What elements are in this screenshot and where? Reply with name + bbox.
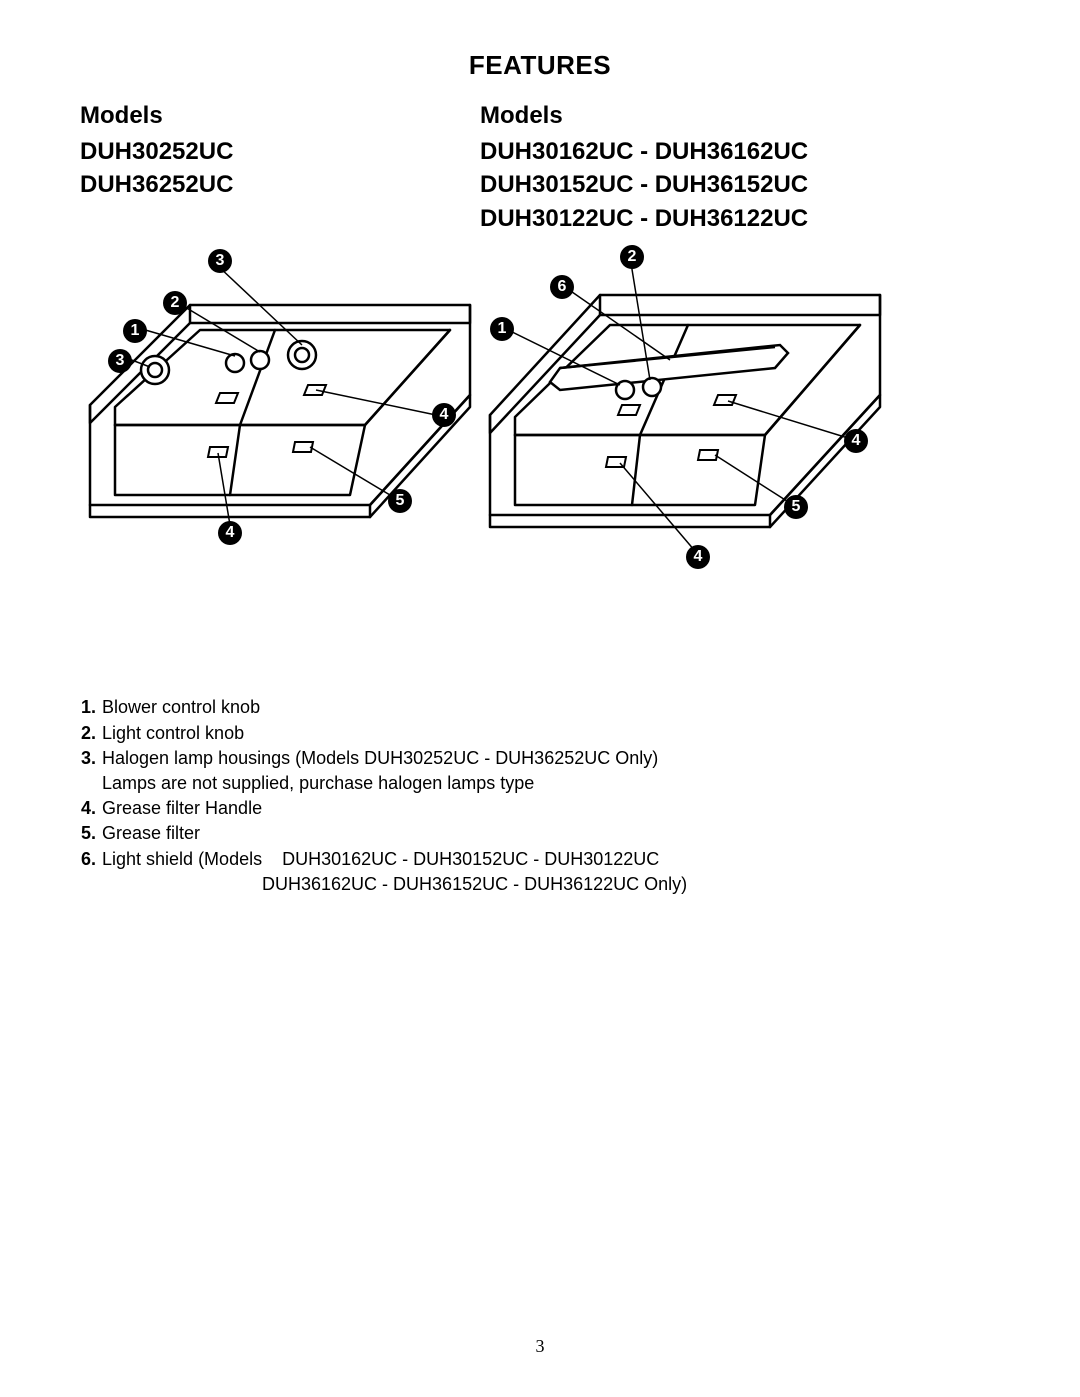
legend-item-cont: Lamps are not supplied, purchase halogen… xyxy=(70,771,1010,796)
models-col-right: Models DUH30162UC - DUH36162UC DUH30152U… xyxy=(480,99,1000,235)
leader-line xyxy=(715,455,790,503)
model-line: DUH30122UC - DUH36122UC xyxy=(480,202,1000,236)
light-knob xyxy=(251,351,269,369)
legend-models-a: DUH30162UC - DUH30152UC - DUH30122UC xyxy=(282,849,659,869)
filter-handle xyxy=(216,393,238,403)
filter-handle xyxy=(618,405,640,415)
hood-rim-top xyxy=(600,295,880,315)
legend-text: Lamps are not supplied, purchase halogen… xyxy=(102,771,1010,796)
filter-bottom xyxy=(115,425,365,495)
models-col-left: Models DUH30252UC DUH36252UC xyxy=(70,99,480,235)
legend-text: Grease filter Handle xyxy=(102,796,1010,821)
filter-split-v xyxy=(240,330,275,425)
hood-outline xyxy=(490,295,880,515)
legend-item: 3. Halogen lamp housings (Models DUH3025… xyxy=(70,746,1010,771)
model-line: DUH30252UC xyxy=(80,135,480,169)
hood-diagram-right xyxy=(470,245,890,585)
diagrams-area: 3 2 1 3 4 5 4 xyxy=(70,245,1010,605)
lamp-inner xyxy=(148,363,162,377)
legend-number: 5. xyxy=(70,821,96,846)
legend-models-b: DUH36162UC - DUH36152UC - DUH36122UC Onl… xyxy=(102,872,1010,897)
model-columns: Models DUH30252UC DUH36252UC Models DUH3… xyxy=(70,99,1010,235)
legend-number: 1. xyxy=(70,695,96,720)
legend-item: 1. Blower control knob xyxy=(70,695,1010,720)
models-heading-left: Models xyxy=(80,99,480,133)
legend-prefix: Light shield (Models xyxy=(102,849,262,869)
legend-item: 5. Grease filter xyxy=(70,821,1010,846)
diagram-left: 3 2 1 3 4 5 4 xyxy=(80,245,480,565)
page-number: 3 xyxy=(0,1336,1080,1357)
legend-item: 6. Light shield (Models DUH30162UC - DUH… xyxy=(70,847,1010,872)
legend-text: Halogen lamp housings (Models DUH30252UC… xyxy=(102,746,1010,771)
legend-number: 2. xyxy=(70,721,96,746)
filter-handle xyxy=(714,395,736,405)
model-line: DUH36252UC xyxy=(80,168,480,202)
hood-bottom-edge xyxy=(90,505,370,517)
lamp-inner xyxy=(295,348,309,362)
legend-item: 4. Grease filter Handle xyxy=(70,796,1010,821)
legend-item: 2. Light control knob xyxy=(70,721,1010,746)
filter-split-v2 xyxy=(230,425,240,495)
leader-line xyxy=(135,327,235,356)
light-knob xyxy=(643,378,661,396)
legend-text: Light shield (Models DUH30162UC - DUH301… xyxy=(102,847,1010,872)
legend-number: 4. xyxy=(70,796,96,821)
leader-line xyxy=(218,453,230,525)
models-heading-right: Models xyxy=(480,99,1000,133)
filter-split-v2 xyxy=(632,435,640,505)
filter-handle xyxy=(304,385,326,395)
features-legend: 1. Blower control knob 2. Light control … xyxy=(70,695,1010,897)
leader-line xyxy=(310,447,390,495)
model-line: DUH30152UC - DUH36152UC xyxy=(480,168,1000,202)
model-line: DUH30162UC - DUH36162UC xyxy=(480,135,1000,169)
section-title: FEATURES xyxy=(70,50,1010,81)
legend-text: Grease filter xyxy=(102,821,1010,846)
legend-item-cont: DUH36162UC - DUH36152UC - DUH36122UC Onl… xyxy=(70,872,1010,897)
hood-bottom-edge xyxy=(490,515,770,527)
hood-diagram-left xyxy=(80,245,480,565)
legend-number: 6. xyxy=(70,847,96,872)
legend-text: Blower control knob xyxy=(102,695,1010,720)
hood-rim-top xyxy=(190,305,470,323)
legend-text: Light control knob xyxy=(102,721,1010,746)
leader-line xyxy=(620,463,695,551)
blower-knob xyxy=(226,354,244,372)
legend-number: 3. xyxy=(70,746,96,771)
diagram-right: 2 6 1 4 5 4 xyxy=(470,245,890,585)
page: FEATURES Models DUH30252UC DUH36252UC Mo… xyxy=(0,0,1080,1397)
hood-outline xyxy=(90,305,470,505)
